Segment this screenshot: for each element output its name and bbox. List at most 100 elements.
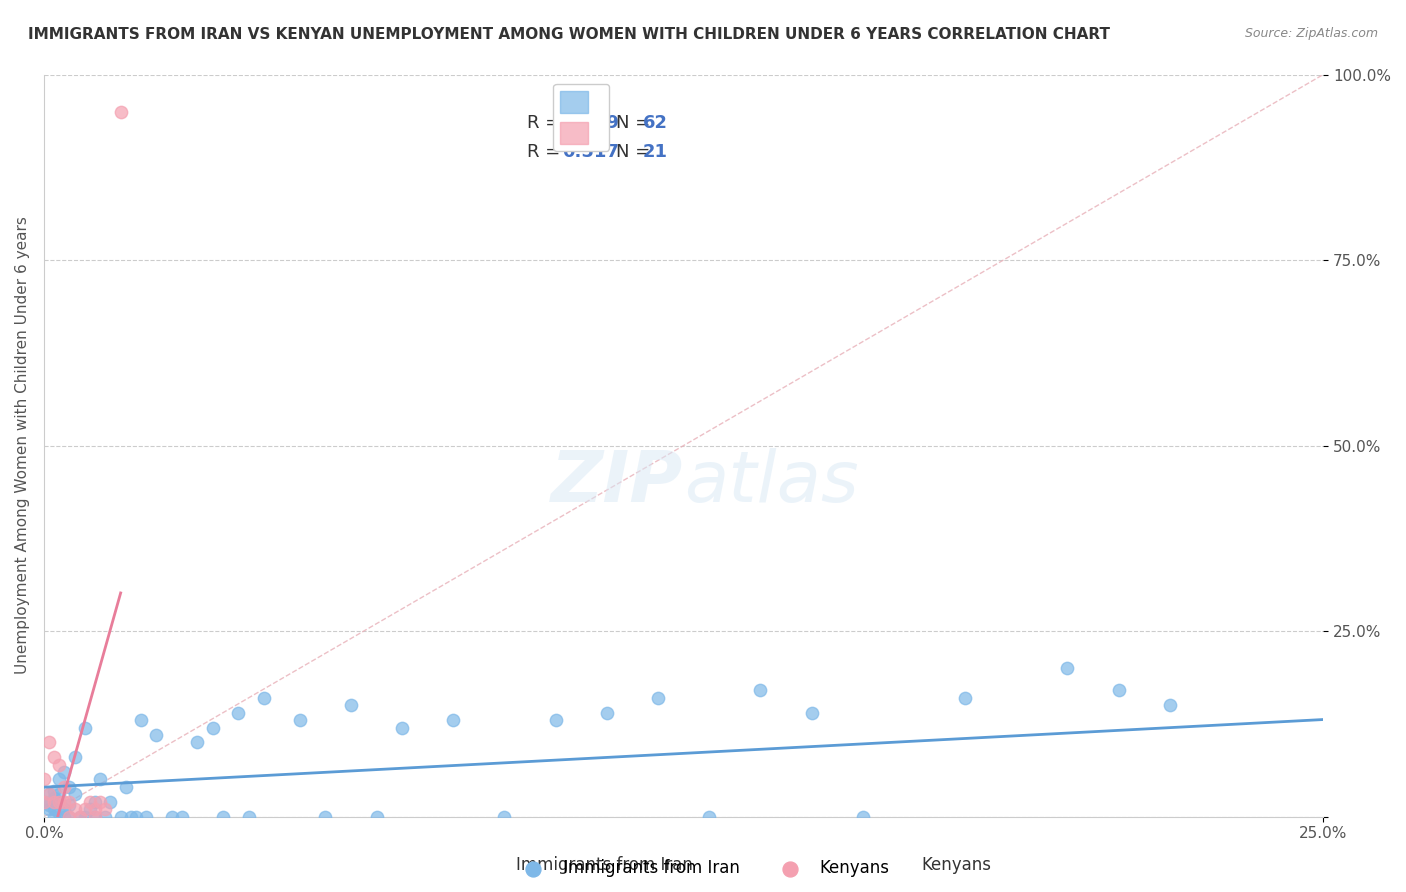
Kenyans (58, 809, 80, 823)
Immigrants from Iran (186, 735, 208, 749)
Immigrants from Iran (441, 713, 464, 727)
Immigrants from Iran (48, 795, 70, 809)
Immigrants from Iran (73, 809, 96, 823)
Kenyans (89, 795, 111, 809)
Immigrants from Iran (42, 802, 65, 816)
Immigrants from Iran (697, 809, 720, 823)
Immigrants from Iran (53, 802, 76, 816)
Immigrants from Iran (391, 721, 413, 735)
Immigrants from Iran (253, 690, 276, 705)
Immigrants from Iran (110, 809, 132, 823)
Immigrants from Iran (63, 788, 86, 802)
Immigrants from Iran (89, 772, 111, 787)
Immigrants from Iran (749, 683, 772, 698)
Immigrants from Iran (42, 809, 65, 823)
Text: 21: 21 (643, 144, 668, 161)
Text: IMMIGRANTS FROM IRAN VS KENYAN UNEMPLOYMENT AMONG WOMEN WITH CHILDREN UNDER 6 YE: IMMIGRANTS FROM IRAN VS KENYAN UNEMPLOYM… (28, 27, 1111, 42)
Immigrants from Iran (596, 706, 619, 720)
Immigrants from Iran (48, 772, 70, 787)
Immigrants from Iran (953, 690, 976, 705)
Kenyans (38, 788, 60, 802)
Text: 62: 62 (643, 114, 668, 132)
Immigrants from Iran (1056, 661, 1078, 675)
Immigrants from Iran (42, 791, 65, 805)
Immigrants from Iran (42, 783, 65, 797)
Immigrants from Iran (38, 798, 60, 813)
Kenyans (79, 795, 101, 809)
Kenyans (110, 104, 132, 119)
Immigrants from Iran (129, 713, 152, 727)
Immigrants from Iran (38, 802, 60, 816)
Text: ZIP: ZIP (551, 448, 683, 517)
Immigrants from Iran (48, 805, 70, 820)
Immigrants from Iran (212, 809, 235, 823)
Text: R =: R = (527, 114, 567, 132)
Immigrants from Iran (340, 698, 363, 713)
Legend: Immigrants from Iran, Kenyans: Immigrants from Iran, Kenyans (509, 853, 897, 884)
Immigrants from Iran (84, 795, 107, 809)
Immigrants from Iran (63, 750, 86, 764)
Immigrants from Iran (800, 706, 823, 720)
Immigrants from Iran (288, 713, 311, 727)
Kenyans (63, 802, 86, 816)
Text: 0.517: 0.517 (562, 144, 619, 161)
Kenyans (42, 750, 65, 764)
Immigrants from Iran (114, 780, 136, 794)
Immigrants from Iran (494, 809, 516, 823)
Immigrants from Iran (160, 809, 183, 823)
Kenyans (42, 795, 65, 809)
Kenyans (94, 802, 117, 816)
Immigrants from Iran (238, 809, 260, 823)
Immigrants from Iran (852, 809, 875, 823)
Immigrants from Iran (314, 809, 336, 823)
Text: Source: ZipAtlas.com: Source: ZipAtlas.com (1244, 27, 1378, 40)
Immigrants from Iran (58, 780, 80, 794)
Immigrants from Iran (48, 788, 70, 802)
Immigrants from Iran (69, 809, 91, 823)
Kenyans (84, 802, 107, 816)
Immigrants from Iran (120, 809, 142, 823)
Kenyans (73, 802, 96, 816)
Immigrants from Iran (1159, 698, 1181, 713)
Immigrants from Iran (145, 728, 167, 742)
Immigrants from Iran (100, 795, 122, 809)
Legend: , : , (553, 84, 609, 151)
Immigrants from Iran (79, 802, 101, 816)
Text: N =: N = (616, 114, 655, 132)
Kenyans (84, 809, 107, 823)
Kenyans (32, 795, 55, 809)
Y-axis label: Unemployment Among Women with Children Under 6 years: Unemployment Among Women with Children U… (15, 217, 30, 674)
Kenyans (38, 735, 60, 749)
Immigrants from Iran (170, 809, 193, 823)
Immigrants from Iran (73, 721, 96, 735)
Immigrants from Iran (38, 788, 60, 802)
Kenyans (69, 809, 91, 823)
Kenyans (53, 780, 76, 794)
Kenyans (53, 795, 76, 809)
Immigrants from Iran (58, 809, 80, 823)
Text: Immigrants from Iran: Immigrants from Iran (516, 856, 693, 874)
Immigrants from Iran (84, 809, 107, 823)
Immigrants from Iran (647, 690, 669, 705)
Kenyans (58, 795, 80, 809)
Immigrants from Iran (366, 809, 388, 823)
Immigrants from Iran (53, 765, 76, 780)
Immigrants from Iran (201, 721, 224, 735)
Text: 0.339: 0.339 (562, 114, 619, 132)
Kenyans (48, 757, 70, 772)
Immigrants from Iran (58, 798, 80, 813)
Kenyans (32, 772, 55, 787)
Immigrants from Iran (94, 809, 117, 823)
Immigrants from Iran (1108, 683, 1130, 698)
Text: N =: N = (616, 144, 655, 161)
Immigrants from Iran (32, 795, 55, 809)
Text: atlas: atlas (683, 448, 858, 517)
Immigrants from Iran (135, 809, 157, 823)
Immigrants from Iran (544, 713, 567, 727)
Text: Kenyans: Kenyans (921, 856, 991, 874)
Text: R =: R = (527, 144, 567, 161)
Kenyans (48, 795, 70, 809)
Immigrants from Iran (228, 706, 250, 720)
Immigrants from Iran (125, 809, 148, 823)
Immigrants from Iran (53, 809, 76, 823)
